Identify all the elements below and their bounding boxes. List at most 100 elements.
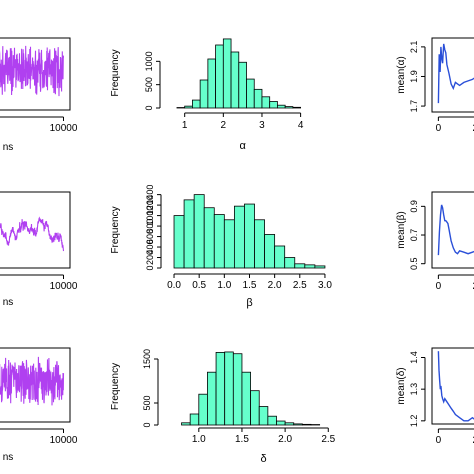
hist-beta-bar <box>304 264 316 269</box>
hist-beta-x-tick-label: 1.5 <box>243 280 257 291</box>
hist-beta-y-tick-label: 0 <box>145 265 155 270</box>
hist-delta-y-tick-label: 0 <box>142 422 152 427</box>
hist-delta-x-tick-label: 1.0 <box>192 434 206 445</box>
hist-alpha-bar <box>284 106 294 109</box>
hist-beta-bar <box>274 245 286 269</box>
hist-alpha-bar <box>261 96 271 109</box>
hist-beta-bar <box>284 257 296 269</box>
hist-beta-bar <box>244 203 255 269</box>
hist-alpha-x-axis-label: α <box>239 140 246 152</box>
hist-delta-bar <box>276 420 286 426</box>
mean-beta-series-line <box>437 204 474 256</box>
hist-beta-bar <box>264 234 276 269</box>
hist-beta-bar <box>183 199 195 269</box>
hist-beta-y-tick-label: 200 <box>145 250 155 265</box>
hist-beta-y-tick-label: 400 <box>145 240 155 255</box>
hist-beta-bar <box>254 219 265 269</box>
hist-beta-x-tick-label: 0.5 <box>192 280 206 291</box>
trace-beta-series-line <box>0 216 65 252</box>
hist-alpha-bar <box>222 38 232 109</box>
hist-delta-bar <box>250 390 260 426</box>
hist-alpha-y-tick-label: 0 <box>144 105 154 110</box>
hist-alpha-bar <box>184 105 193 109</box>
hist-alpha-bar <box>192 99 201 109</box>
mean-delta-y-axis-label: mean(δ) <box>396 367 407 404</box>
mean-alpha-frame <box>431 37 474 113</box>
hist-beta-bar <box>173 215 185 269</box>
hist-delta-bar <box>258 406 269 426</box>
hist-beta-bar <box>233 205 245 269</box>
hist-alpha-bar <box>277 104 286 109</box>
hist-beta-bar <box>294 263 306 269</box>
hist-delta-bar <box>198 393 208 426</box>
hist-beta-y-tick-label: 600 <box>145 229 155 244</box>
hist-beta-x-tick-label: 2.5 <box>293 280 307 291</box>
hist-beta-bar <box>314 265 326 269</box>
hist-alpha-bar <box>292 106 302 109</box>
hist-delta-x-tick-label: 1.5 <box>235 434 249 445</box>
hist-delta-y-tick-label: 500 <box>142 395 152 410</box>
mean-beta-frame <box>431 191 474 269</box>
hist-beta-y-axis-label: Frequency <box>110 206 121 253</box>
mean-alpha-y-tick-label: 2.1 <box>409 41 419 54</box>
mean-delta-y-tick-label: 1.4 <box>409 351 419 364</box>
mean-delta-y-tick-label: 1.3 <box>409 383 419 396</box>
hist-beta-bar <box>223 219 235 269</box>
mean-beta-y-tick-label: 0.9 <box>409 200 419 213</box>
hist-beta-x-axis-label: β <box>246 297 252 309</box>
mean-beta-x-tick-label: 200 <box>473 281 474 292</box>
hist-beta-x-tick-label: 3.0 <box>318 280 332 291</box>
hist-delta-y-tick-label: 1500 <box>142 349 152 369</box>
trace-alpha-series-line <box>0 45 65 97</box>
hist-alpha-x-tick-label: 1 <box>182 120 188 131</box>
hist-delta-x-tick-label: 2.5 <box>321 434 335 445</box>
hist-alpha-bar <box>215 44 224 109</box>
trace-delta-x-axis-label: ns <box>3 452 14 463</box>
hist-alpha-bar <box>246 78 255 109</box>
trace-beta-x-axis-label: ns <box>3 297 14 308</box>
mean-alpha-y-tick-label: 1.7 <box>409 100 419 113</box>
hist-beta-y-tick-label: 1400 <box>145 185 155 205</box>
hist-delta-bar <box>267 415 277 426</box>
hist-beta-y-tick-label: 1200 <box>145 195 155 215</box>
mean-alpha-series-line <box>437 43 474 104</box>
trace-alpha-frame <box>0 37 71 111</box>
hist-beta-bar <box>193 194 205 269</box>
hist-beta-x-tick-label: 0.0 <box>167 280 181 291</box>
hist-alpha-y-tick-label: 500 <box>144 77 154 92</box>
mean-alpha-y-axis-label: mean(α) <box>396 56 407 93</box>
hist-beta-bar <box>203 207 215 269</box>
hist-alpha-y-axis-label: Frequency <box>110 49 121 96</box>
mean-beta-y-tick-label: 0.7 <box>409 229 419 242</box>
trace-alpha-x-axis-label: ns <box>3 142 14 153</box>
hist-delta-bar <box>207 371 217 426</box>
trace-delta-frame <box>0 347 71 423</box>
mean-beta-y-axis-label: mean(β) <box>396 211 407 248</box>
mean-delta-x-tick-label: 200 <box>473 435 474 446</box>
hist-delta-bar <box>181 422 191 426</box>
hist-delta-bar <box>293 423 303 426</box>
hist-alpha-bar <box>199 79 209 109</box>
hist-delta-bar <box>301 423 312 426</box>
mean-alpha-y-tick-label: 1.9 <box>409 70 419 83</box>
trace-alpha-x-tick-label: 10000 <box>50 123 78 134</box>
hist-beta-x-tick-label: 1.0 <box>217 280 231 291</box>
mean-beta-y-tick-label: 0.5 <box>409 257 419 270</box>
hist-alpha-y-tick-label: 1000 <box>144 51 154 71</box>
hist-delta-bar <box>189 413 200 426</box>
hist-alpha-x-tick-label: 4 <box>298 120 304 131</box>
hist-alpha-bar <box>230 51 240 109</box>
hist-delta-bar <box>224 351 234 426</box>
mean-delta-series-line <box>437 351 474 422</box>
hist-alpha-bar <box>253 88 263 109</box>
hist-delta-bar <box>284 422 295 426</box>
hist-delta-bar <box>215 351 226 426</box>
hist-alpha-x-tick-label: 3 <box>259 120 265 131</box>
hist-delta-x-axis-label: δ <box>260 453 266 465</box>
mean-delta-frame <box>431 347 474 425</box>
hist-beta-bar <box>213 214 225 269</box>
hist-delta-bar <box>232 353 243 426</box>
hist-alpha-x-tick-label: 2 <box>221 120 227 131</box>
trace-beta-x-tick-label: 10000 <box>50 281 78 292</box>
